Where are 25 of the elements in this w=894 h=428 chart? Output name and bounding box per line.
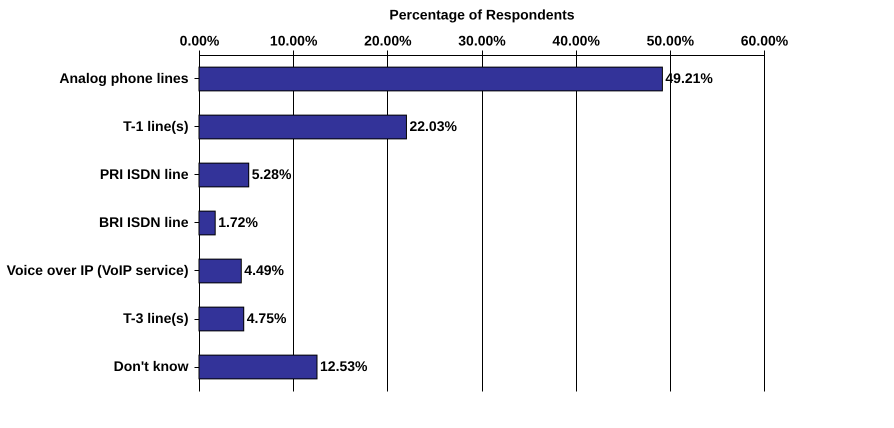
y-tick-label: T-3 line(s) (123, 310, 188, 326)
x-tick-label: 60.00% (740, 32, 789, 48)
data-label: 4.49% (244, 262, 285, 278)
x-tick-label: 50.00% (646, 32, 695, 48)
x-axis-title: Percentage of Respondents (389, 6, 575, 22)
data-label: 22.03% (409, 118, 458, 134)
data-label: 5.28% (252, 166, 292, 182)
y-tick-label: PRI ISDN line (100, 166, 189, 182)
data-label: 4.75% (246, 310, 287, 326)
y-tick-label: Don't know (114, 358, 189, 374)
y-tick-label: Analog phone lines (59, 70, 189, 86)
y-tick-label: T-1 line(s) (123, 118, 188, 134)
bar (198, 306, 244, 332)
bar (198, 162, 250, 188)
data-label: 1.72% (218, 214, 258, 230)
x-tick-label: 30.00% (458, 32, 506, 48)
bar (198, 258, 242, 284)
data-label: 12.53% (320, 358, 368, 374)
y-tick-label: BRI ISDN line (99, 214, 189, 230)
y-tick-label: Voice over IP (VoIP service) (6, 262, 188, 278)
x-tick-label: 10.00% (270, 32, 318, 48)
x-tick-label: 20.00% (364, 32, 412, 48)
x-tick-label: 0.00% (180, 32, 220, 48)
x-tick-label: 40.00% (552, 32, 600, 48)
bar (198, 210, 216, 236)
